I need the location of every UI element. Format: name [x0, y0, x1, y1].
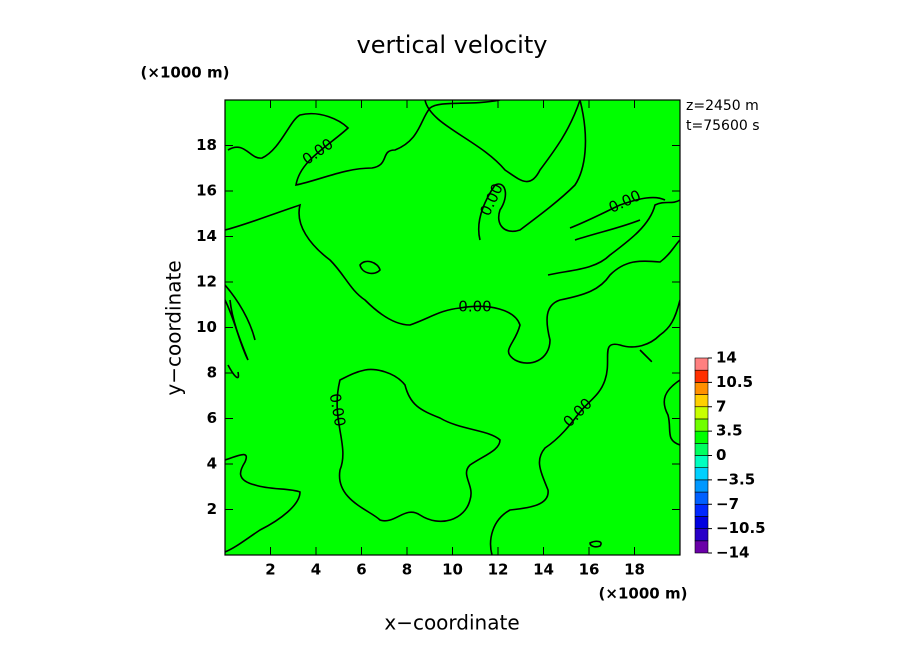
contour-line — [359, 260, 381, 275]
x-tick-label: 6 — [356, 561, 366, 579]
colorbar-cell — [694, 528, 709, 542]
colorbar-cell — [694, 430, 709, 444]
y-tick-label: 8 — [207, 364, 217, 382]
annotation: z=2450 m — [686, 98, 759, 114]
x-tick-label: 18 — [624, 561, 645, 579]
x-tick-label: 2 — [265, 561, 275, 579]
y-tick-label: 14 — [196, 227, 217, 245]
colorbar-cell — [694, 394, 709, 408]
colorbar-cell — [694, 382, 709, 395]
y-unit: (×1000 m) — [141, 64, 230, 82]
colorbar-cell — [694, 491, 709, 505]
colorbar-label: 7 — [716, 397, 726, 415]
colorbar-cell — [694, 406, 709, 420]
colorbar-cell — [694, 369, 709, 383]
y-tick-label: 16 — [196, 182, 217, 200]
contour-line — [225, 203, 680, 364]
colorbar-label: −10.5 — [716, 519, 766, 537]
contour-label: 0.00 — [458, 298, 491, 316]
colorbar-label: 0 — [716, 446, 726, 464]
colorbar-label: 10.5 — [716, 373, 753, 391]
x-unit: (×1000 m) — [599, 585, 688, 603]
contour-line — [489, 299, 680, 555]
colorbar-label: −7 — [716, 495, 739, 513]
x-tick-label: 8 — [402, 561, 412, 579]
contour-line — [225, 284, 256, 379]
y-tick-label: 18 — [196, 136, 217, 154]
contour-line — [547, 199, 680, 276]
x-tick-label: 16 — [579, 561, 600, 579]
colorbar-cell — [694, 443, 709, 456]
contour-line — [589, 349, 680, 548]
y-tick-label: 6 — [207, 409, 217, 427]
colorbar-cell — [694, 503, 709, 517]
x-tick-label: 12 — [488, 561, 509, 579]
contour-line — [424, 100, 581, 183]
colorbar-cell — [694, 357, 709, 371]
x-tick-label: 10 — [442, 561, 463, 579]
contour-line — [225, 453, 301, 553]
colorbar-label: −14 — [716, 544, 749, 562]
y-tick-label: 2 — [207, 500, 217, 518]
contour-line — [477, 100, 587, 241]
y-tick-label: 10 — [196, 318, 217, 336]
contour-label: 0.00 — [326, 392, 350, 428]
annotation: t=75600 s — [686, 118, 760, 134]
colorbar-label: 14 — [716, 349, 737, 367]
contours — [225, 100, 680, 555]
contour-line — [336, 368, 501, 523]
colorbar-cell — [694, 418, 709, 432]
y-tick-label: 12 — [196, 273, 217, 291]
colorbar-label: −3.5 — [716, 470, 755, 488]
colorbar-cell — [694, 516, 709, 529]
contour-field — [225, 100, 680, 555]
contour-line — [569, 196, 666, 241]
colorbar-label: 3.5 — [716, 422, 743, 440]
x-tick-label: 14 — [533, 561, 554, 579]
y-axis-label: y−coordinate — [162, 260, 186, 395]
colorbar-cell — [694, 467, 709, 481]
contour-line — [227, 100, 501, 187]
x-axis-label: x−coordinate — [384, 611, 519, 635]
x-tick-label: 4 — [311, 561, 321, 579]
colorbar-cell — [694, 540, 709, 554]
chart-title: vertical velocity — [357, 31, 548, 59]
colorbar-cell — [694, 479, 709, 493]
y-tick-label: 4 — [207, 455, 217, 473]
colorbar-cell — [694, 455, 709, 468]
